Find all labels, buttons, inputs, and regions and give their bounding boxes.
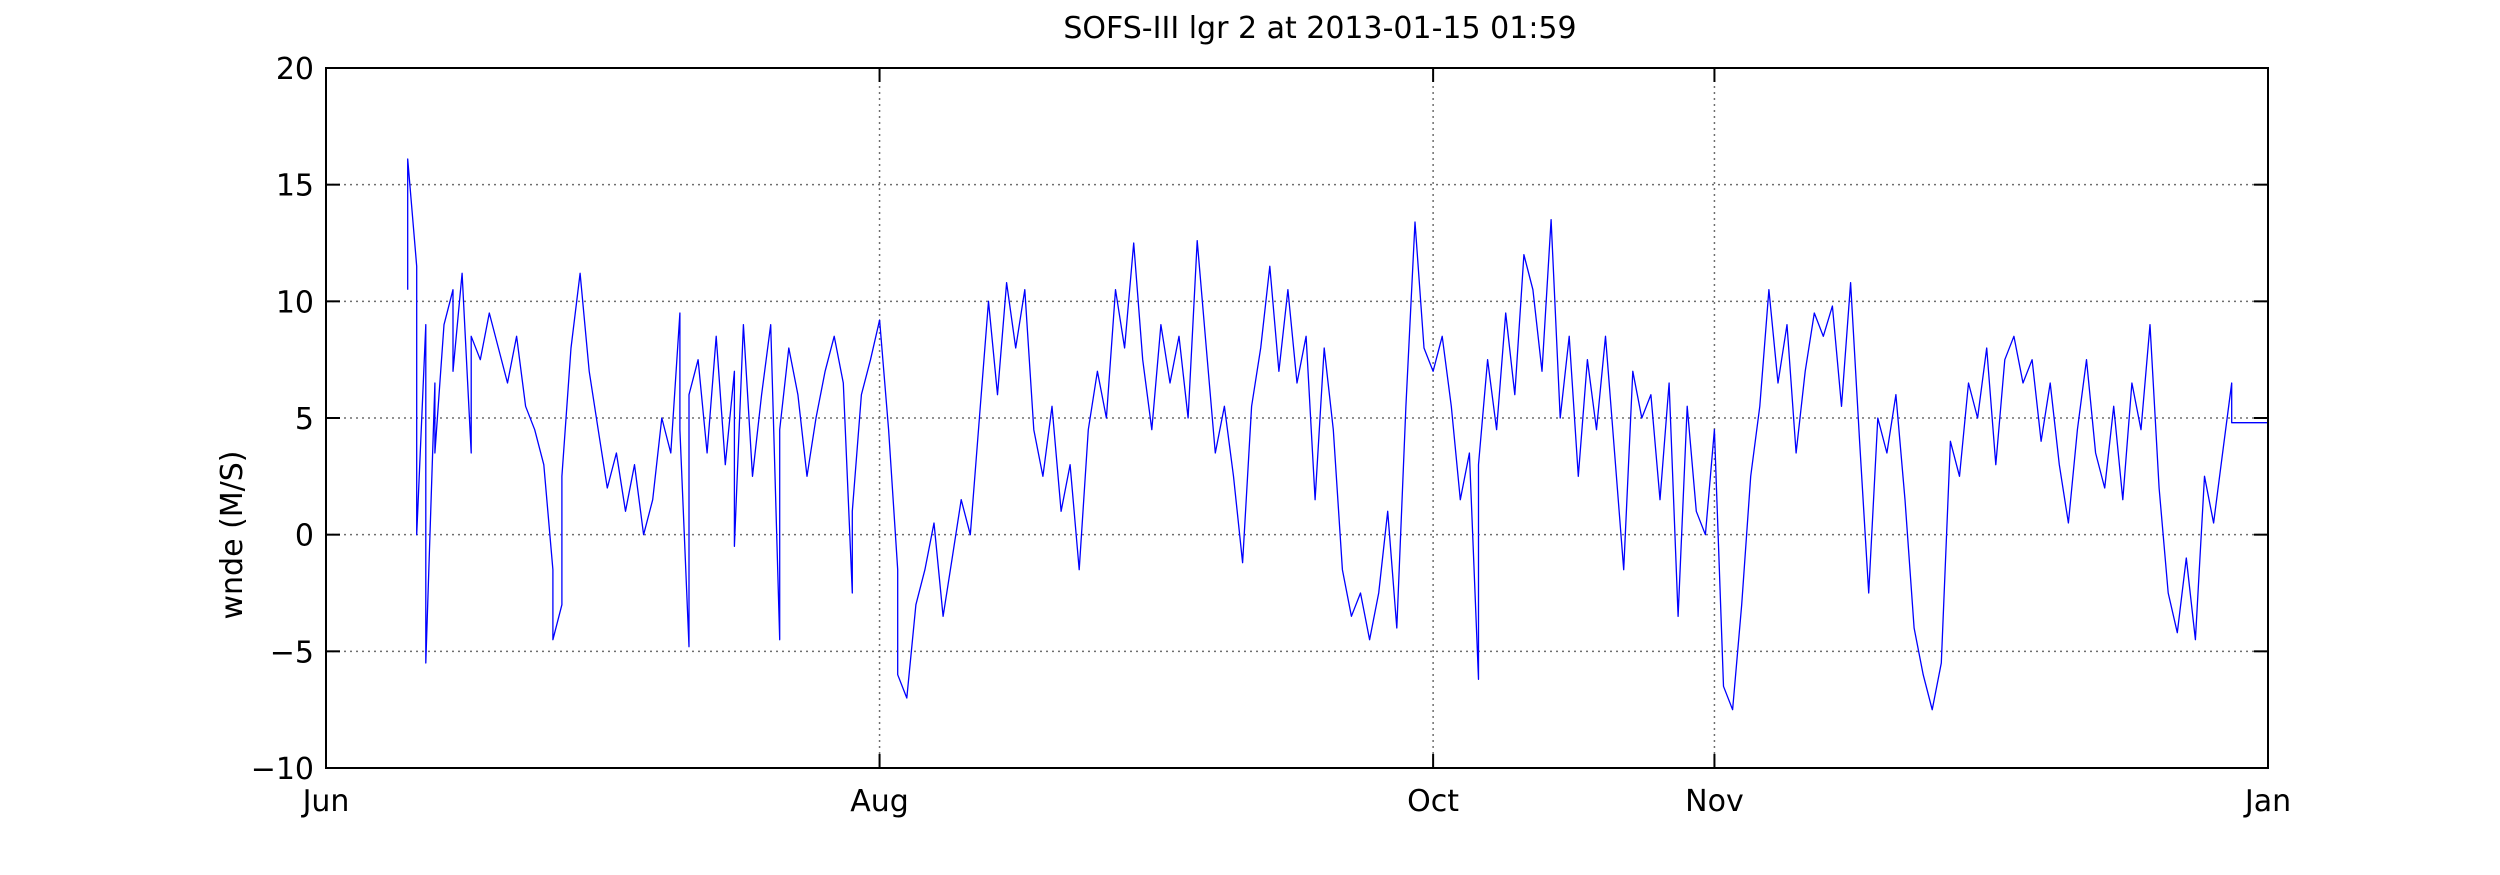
x-tick-label: Jun — [301, 784, 350, 819]
y-tick-label: 0 — [295, 519, 314, 554]
axis-ticks — [325, 67, 2269, 769]
y-tick-label: 15 — [276, 169, 314, 204]
series-layer — [407, 158, 2268, 711]
y-tick-label: −10 — [251, 752, 314, 787]
x-tick-label: Oct — [1407, 784, 1459, 819]
grid — [326, 68, 2268, 768]
x-tick-label: Jan — [2243, 784, 2291, 819]
x-tick-label: Aug — [850, 784, 909, 819]
x-tick-label: Nov — [1685, 784, 1744, 819]
y-axis-tick-labels: −10 −5 0 5 10 15 20 — [251, 52, 314, 787]
y-tick-label: 20 — [276, 52, 314, 87]
y-tick-label: −5 — [270, 635, 314, 670]
series-line-1 — [407, 158, 2268, 711]
chart-title: SOFS-III lgr 2 at 2013-01-15 01:59 — [1063, 11, 1576, 46]
y-tick-label: 10 — [276, 285, 314, 320]
x-axis-tick-labels: Jun Aug Oct Nov Jan — [301, 784, 2292, 819]
y-tick-label: 5 — [295, 402, 314, 437]
y-axis-label: wnde (M/S) — [215, 450, 250, 619]
